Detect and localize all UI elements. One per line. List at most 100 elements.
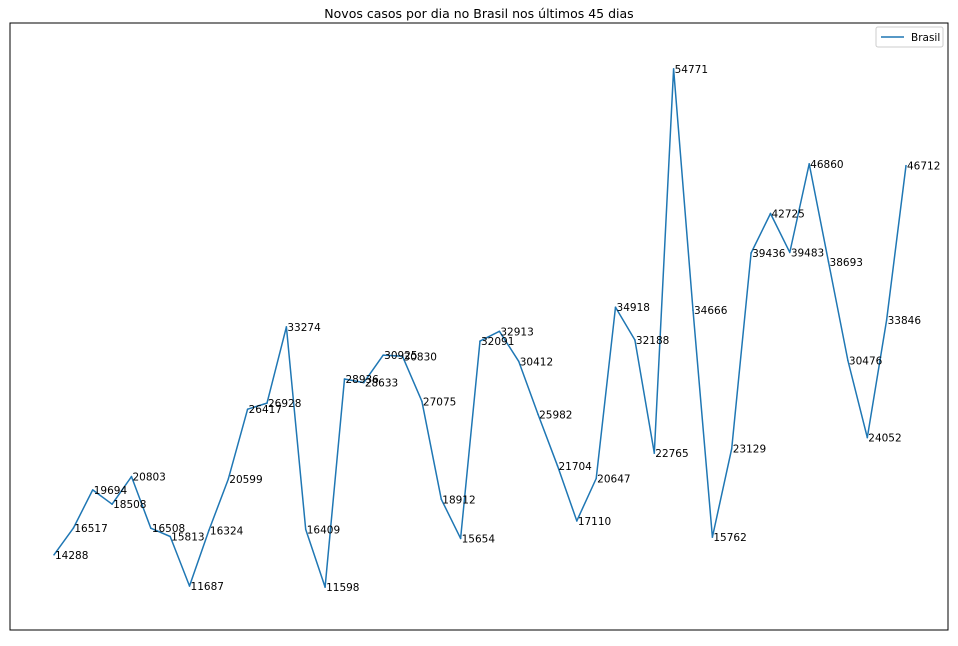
data-label: 14288 <box>55 550 88 562</box>
chart-title: Novos casos por dia no Brasil nos último… <box>324 6 633 21</box>
data-label: 32913 <box>500 326 533 338</box>
data-label: 32091 <box>481 336 514 348</box>
data-point <box>111 503 113 505</box>
data-point <box>789 251 791 254</box>
data-label: 16517 <box>74 523 107 535</box>
data-label: 46860 <box>810 159 843 171</box>
data-label: 21704 <box>558 461 592 473</box>
data-point <box>421 400 423 403</box>
series-line-brasil <box>53 68 907 588</box>
data-label: 19694 <box>94 485 128 497</box>
data-point <box>208 529 210 532</box>
data-label: 30830 <box>404 351 437 363</box>
data-label: 20647 <box>597 473 630 485</box>
data-label: 39436 <box>752 248 786 260</box>
data-label: 28633 <box>365 378 398 390</box>
data-label: 30412 <box>520 356 553 368</box>
data-point <box>634 339 636 341</box>
data-point <box>401 355 404 358</box>
data-point <box>769 212 772 215</box>
data-point <box>285 326 288 328</box>
data-point <box>905 164 907 167</box>
data-label: 34918 <box>617 302 650 314</box>
data-label: 33846 <box>888 315 922 327</box>
data-point <box>246 408 249 411</box>
data-label: 39483 <box>791 247 824 259</box>
data-label: 18508 <box>113 499 146 511</box>
data-point <box>72 527 75 529</box>
legend-box <box>875 26 944 48</box>
data-label: 23129 <box>733 444 766 456</box>
data-label: 30925 <box>384 350 417 362</box>
plot-area-frame <box>9 22 949 631</box>
data-label: 11598 <box>326 582 359 594</box>
data-point <box>498 330 501 333</box>
data-label: 15654 <box>462 533 496 545</box>
data-label: 26417 <box>249 404 282 416</box>
data-point <box>614 306 617 308</box>
data-label: 42725 <box>771 208 804 220</box>
data-label: 20803 <box>132 472 165 484</box>
data-point <box>266 402 268 404</box>
data-point <box>91 489 94 491</box>
data-label: 25982 <box>539 409 572 421</box>
data-point <box>556 464 559 467</box>
data-point <box>382 354 384 356</box>
data-point <box>866 436 869 439</box>
data-point <box>150 527 152 529</box>
data-point <box>692 309 694 312</box>
data-label: 20599 <box>229 474 262 486</box>
data-point <box>188 585 191 587</box>
data-point <box>130 475 133 478</box>
data-label: 30476 <box>849 356 883 368</box>
data-label: 16409 <box>307 524 340 536</box>
data-label: 24052 <box>868 433 901 445</box>
data-label: 15762 <box>713 532 746 544</box>
data-point <box>324 586 326 588</box>
data-label: 18912 <box>442 494 475 506</box>
data-label: 34666 <box>694 305 728 317</box>
data-point <box>537 413 539 416</box>
legend: Brasil <box>875 26 944 48</box>
data-point <box>595 477 597 480</box>
data-point <box>672 68 675 70</box>
data-label: 27075 <box>423 396 456 408</box>
data-point <box>827 261 830 263</box>
data-label: 15813 <box>171 532 204 544</box>
data-point <box>653 452 656 454</box>
series-layer <box>53 68 907 588</box>
data-label: 16324 <box>210 525 244 537</box>
data-point <box>479 340 481 342</box>
data-label: 17110 <box>578 516 611 528</box>
data-label: 33274 <box>287 322 321 334</box>
data-point <box>885 319 888 321</box>
data-label: 32188 <box>636 335 669 347</box>
data-point <box>304 528 307 531</box>
data-point <box>847 359 849 362</box>
data-label: 26928 <box>268 398 301 410</box>
data-point <box>53 554 55 556</box>
data-point <box>343 378 346 380</box>
data-point <box>227 478 230 480</box>
data-label: 28936 <box>345 374 379 386</box>
data-point <box>730 447 733 450</box>
data-point <box>576 520 578 522</box>
legend-label: Brasil <box>911 32 940 44</box>
data-label: 38693 <box>830 257 863 269</box>
data-label: 46712 <box>907 161 940 173</box>
data-point <box>750 252 752 254</box>
data-point <box>363 381 365 384</box>
data-point <box>808 163 810 165</box>
data-label: 54771 <box>675 64 708 76</box>
data-label: 16508 <box>152 523 185 535</box>
data-point <box>440 498 443 501</box>
data-point <box>711 536 714 538</box>
data-label: 11687 <box>191 581 224 593</box>
data-label: 22765 <box>655 448 688 460</box>
data-point <box>169 535 171 538</box>
data-point <box>517 360 520 363</box>
data-point <box>459 537 462 540</box>
